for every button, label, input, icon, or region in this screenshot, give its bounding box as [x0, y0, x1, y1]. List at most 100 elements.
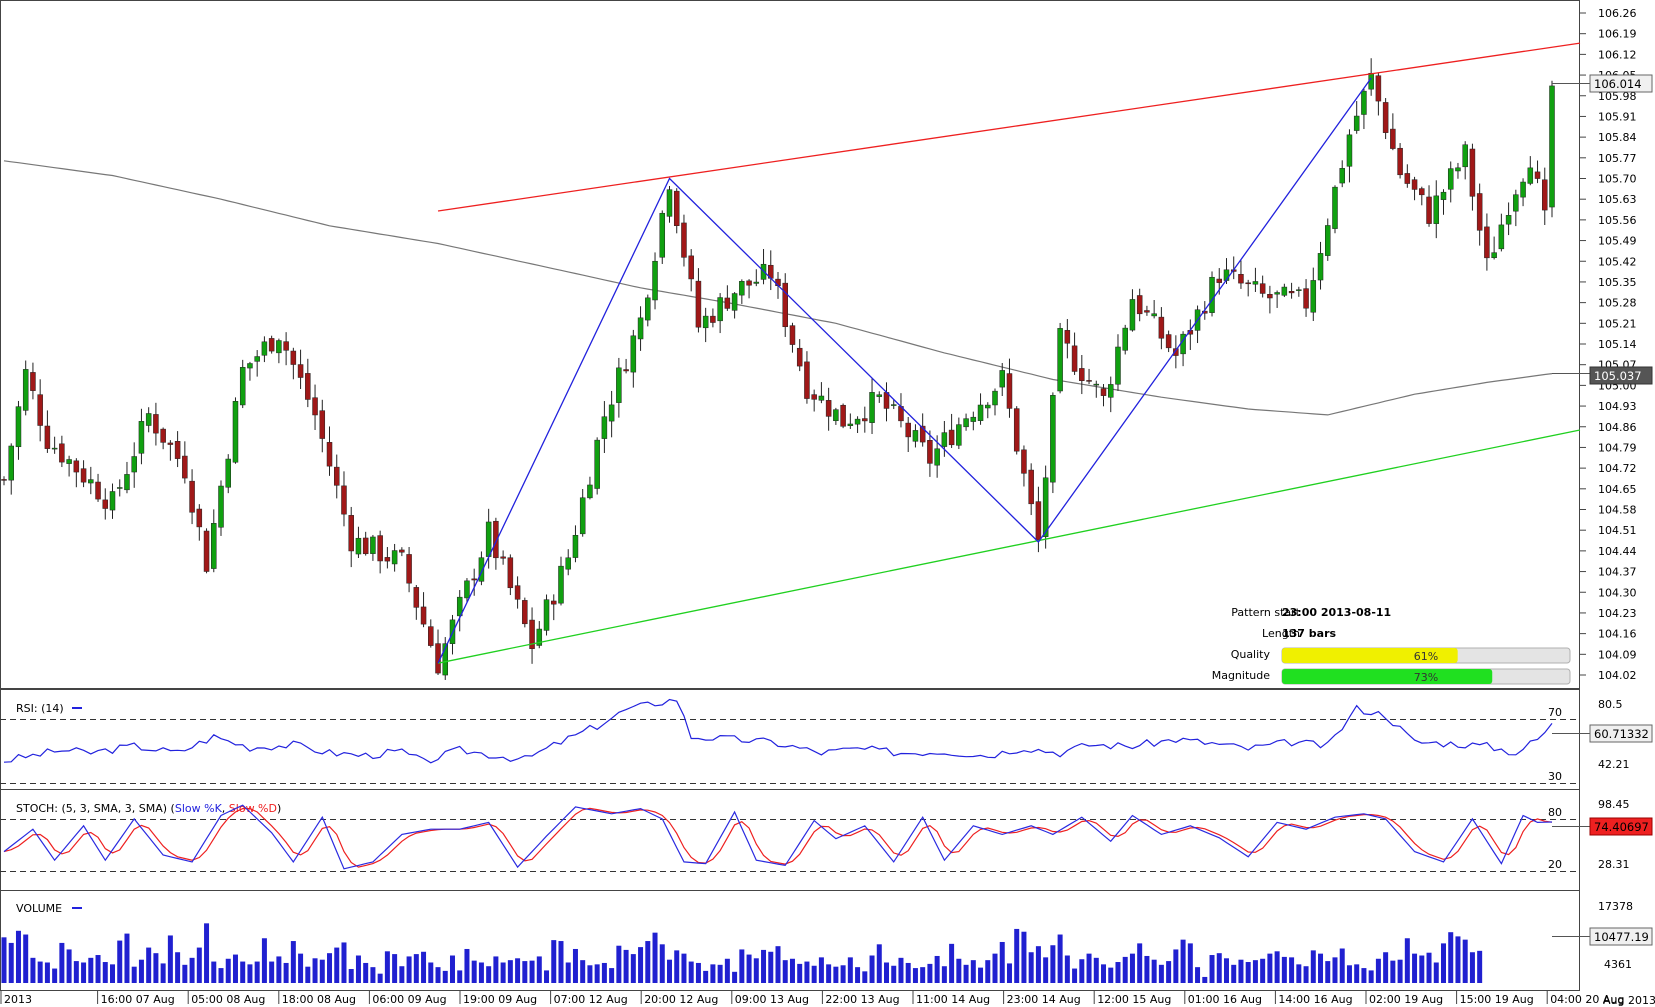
volume-bar — [334, 947, 340, 983]
bearish-candle — [268, 338, 275, 352]
moving-average-layer — [3, 160, 1590, 416]
bearish-candle — [1013, 408, 1020, 452]
volume-bar — [522, 961, 528, 983]
volume-bar — [956, 958, 962, 983]
volume-bar — [30, 957, 36, 983]
bullish-candle — [1549, 85, 1555, 208]
bearish-candle — [1542, 179, 1548, 211]
volume-bar — [645, 941, 651, 983]
bullish-candle — [1513, 194, 1519, 212]
time-tick-label: 14:00 16 Aug — [1278, 993, 1352, 1006]
volume-bar — [1173, 949, 1179, 983]
volume-indicator: VOLUME 17378 4361 10477.19 — [1, 900, 1653, 983]
volume-bar — [1079, 959, 1085, 983]
bearish-candle — [80, 468, 87, 483]
volume-bar — [1383, 952, 1389, 983]
ma-price-tag: 105.037 — [1589, 366, 1653, 385]
volume-bar — [1419, 955, 1425, 983]
bullish-candle — [355, 537, 362, 555]
bearish-candle — [326, 442, 333, 467]
volume-bar — [978, 967, 984, 983]
price-tick-label: 104.51 — [1598, 524, 1637, 537]
time-tick-label: 04:00 20 Aug — [1550, 993, 1624, 1006]
stoch-k-legend: Slow %K — [175, 802, 223, 815]
volume-bar — [1122, 956, 1128, 983]
price-tick-label: 105.77 — [1598, 152, 1637, 165]
volume-bar — [992, 953, 998, 983]
bullish-candle — [1274, 292, 1280, 295]
volume-bar — [298, 953, 304, 983]
bearish-candle — [319, 410, 326, 439]
volume-bar — [1346, 965, 1352, 983]
bearish-candle — [37, 394, 43, 426]
volume-bar — [232, 954, 238, 983]
time-tick-label: 22:00 13 Aug — [825, 993, 899, 1006]
price-tick-label: 105.35 — [1598, 276, 1637, 289]
bullish-candle — [985, 404, 991, 409]
bullish-candle — [1296, 289, 1302, 291]
bullish-candle — [116, 487, 123, 489]
volume-bar — [1072, 968, 1078, 983]
volume-bar — [73, 961, 79, 983]
volume-bar — [377, 973, 383, 983]
bullish-candle — [666, 189, 673, 217]
volume-bar — [1187, 943, 1193, 983]
bullish-candle — [131, 456, 137, 473]
volume-bar — [905, 962, 911, 983]
bearish-candle — [174, 441, 181, 459]
volume-bar — [1238, 959, 1244, 983]
volume-bar — [290, 941, 296, 983]
bullish-candle — [261, 341, 268, 356]
bearish-candle — [1144, 310, 1150, 313]
bullish-candle — [1310, 280, 1317, 313]
volume-bar — [862, 971, 868, 983]
time-tick-label: 20:00 12 Aug — [644, 993, 718, 1006]
bullish-candle — [847, 423, 854, 426]
volume-bar — [1158, 964, 1164, 983]
volume-bar — [225, 958, 231, 983]
bearish-candle — [825, 400, 832, 417]
stoch-axis-top: 98.45 — [1598, 798, 1630, 811]
volume-bar — [1028, 952, 1034, 983]
volume-bar — [1050, 945, 1056, 983]
bullish-candle — [558, 565, 564, 604]
bearish-candle — [203, 530, 210, 572]
price-tick-label: 106.12 — [1598, 48, 1637, 61]
bearish-candle — [905, 422, 911, 438]
rsi-panel — [0, 689, 1580, 790]
volume-bar — [493, 956, 499, 983]
volume-bar — [182, 964, 188, 983]
volume-bar — [1144, 955, 1150, 983]
bearish-candle — [1079, 368, 1085, 381]
volume-bar — [1137, 943, 1143, 983]
price-tick-label: 105.21 — [1598, 317, 1637, 330]
bullish-candle — [869, 392, 875, 423]
time-tick-label: 15:00 19 Aug — [1460, 993, 1534, 1006]
bullish-candle — [478, 557, 485, 582]
stoch-value-box — [1589, 817, 1653, 836]
volume-bar — [551, 940, 557, 983]
bullish-candle — [1107, 384, 1114, 398]
bearish-candle — [1259, 283, 1266, 294]
stoch-d-legend: Slow %D — [229, 802, 277, 815]
volume-bar — [305, 966, 311, 983]
bearish-candle — [1288, 291, 1295, 294]
support-line — [437, 429, 1581, 664]
volume-bar — [1440, 943, 1446, 983]
price-tick-label: 105.42 — [1598, 255, 1637, 268]
bullish-candle — [854, 418, 861, 425]
bullish-candle — [1520, 181, 1526, 198]
bearish-candle — [471, 578, 477, 581]
volume-bar — [1433, 962, 1439, 983]
volume-label: VOLUME — [16, 902, 62, 915]
volume-bar — [1115, 962, 1121, 983]
length-label: Length — [1262, 627, 1300, 640]
price-tick-label: 104.30 — [1598, 586, 1637, 599]
volume-bar — [449, 955, 455, 983]
bullish-candle — [1353, 115, 1360, 131]
bearish-candle — [789, 325, 796, 345]
bullish-candle — [818, 395, 825, 401]
bullish-candle — [1122, 327, 1128, 351]
price-panel — [0, 0, 1580, 689]
bearish-candle — [1404, 173, 1411, 184]
